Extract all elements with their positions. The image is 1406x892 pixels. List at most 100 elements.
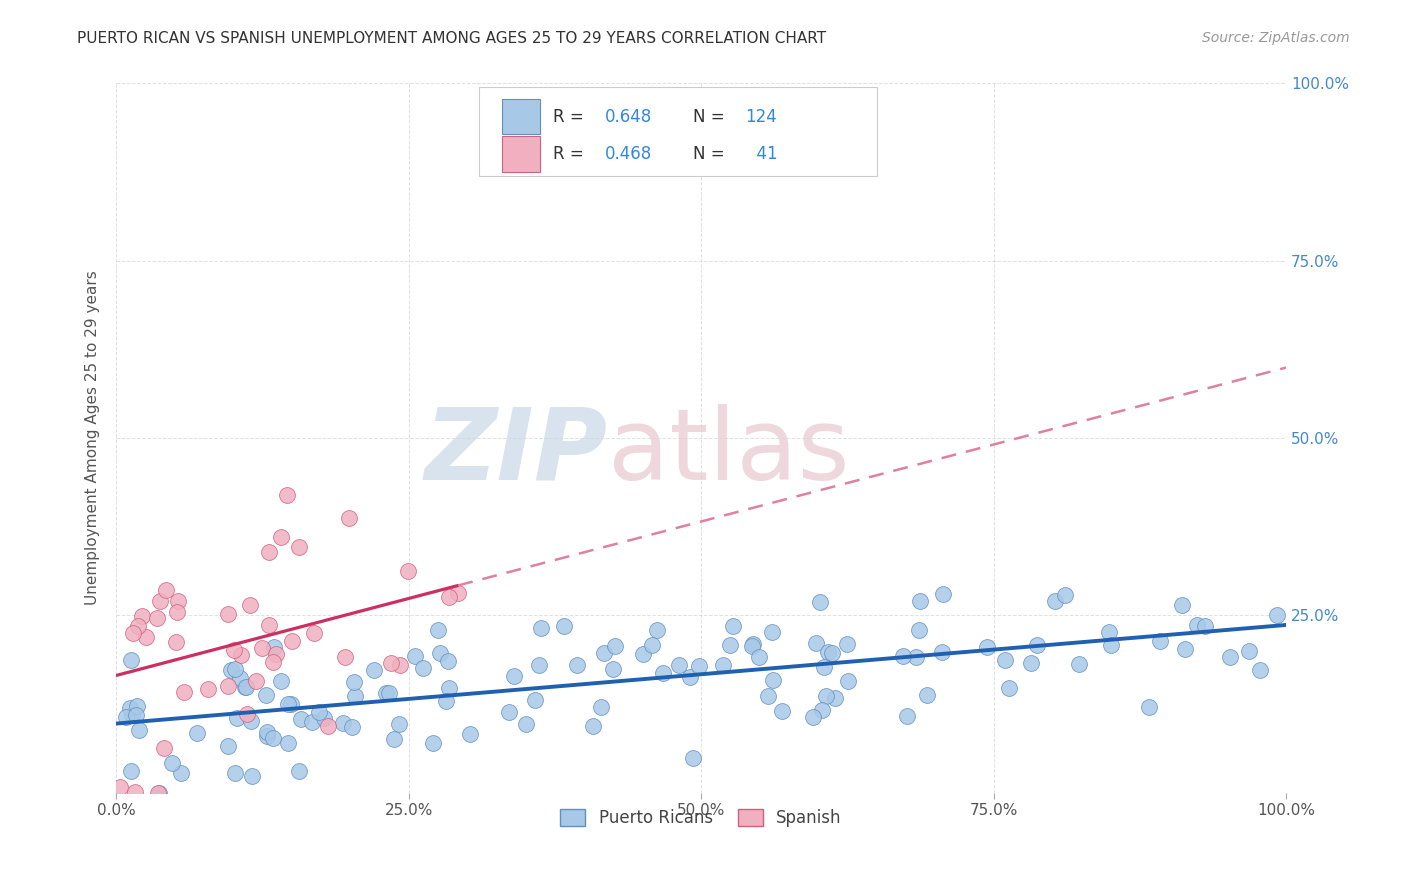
Text: 0.648: 0.648 [605,108,652,126]
Point [396,564,419,578]
Point [931,645,953,659]
Point [447,586,470,600]
Point [711,657,734,672]
Point [281,633,304,648]
Point [302,626,325,640]
Point [288,540,311,554]
Point [388,716,411,731]
Point [437,654,460,668]
Text: N =: N = [693,108,730,126]
Point [553,619,575,633]
Point [257,618,280,632]
Point [217,607,239,622]
Point [515,716,537,731]
Bar [502,99,540,135]
Point [342,720,364,734]
Point [153,741,176,756]
Point [380,656,402,670]
Point [228,672,250,686]
Point [262,731,284,745]
Point [652,665,675,680]
Point [530,621,553,635]
Text: ZIP: ZIP [425,404,607,500]
Point [256,724,278,739]
Bar [502,136,540,172]
Point [290,712,312,726]
Point [1043,594,1066,608]
Point [761,625,783,640]
Point [233,680,256,694]
Point [688,658,710,673]
Point [127,698,149,713]
Point [217,679,239,693]
Y-axis label: Unemployment Among Ages 25 to 29 years: Unemployment Among Ages 25 to 29 years [86,270,100,606]
Point [1067,657,1090,671]
Point [254,689,277,703]
Point [128,723,150,737]
Point [257,545,280,559]
Point [1187,618,1209,632]
Point [114,710,136,724]
Point [801,710,824,724]
Point [524,692,547,706]
Point [814,690,837,704]
Text: R =: R = [553,145,589,163]
Point [277,736,299,750]
Point [994,653,1017,667]
Point [645,623,668,637]
Point [166,594,188,608]
Point [437,591,460,605]
Point [404,649,426,664]
Point [589,700,612,714]
Point [748,649,770,664]
Point [770,705,793,719]
Point [602,662,624,676]
Point [280,698,302,712]
Point [427,623,450,637]
Point [263,640,285,654]
Point [170,765,193,780]
Point [422,736,444,750]
Point [592,646,614,660]
Point [222,642,245,657]
Point [166,605,188,619]
Legend: Puerto Ricans, Spanish: Puerto Ricans, Spanish [554,803,848,834]
Point [236,707,259,722]
Point [1267,607,1289,622]
Point [388,658,411,673]
Point [312,711,335,725]
Point [891,649,914,664]
Point [821,646,844,660]
Point [762,673,785,687]
Point [976,640,998,655]
Point [804,636,827,650]
Point [756,689,779,703]
Point [219,663,242,677]
Point [342,675,364,690]
Point [837,673,859,688]
Point [288,764,311,778]
Point [835,637,858,651]
Point [378,686,401,700]
Point [335,649,357,664]
Point [173,685,195,699]
Point [240,769,263,783]
Point [239,598,262,612]
FancyBboxPatch shape [479,87,876,176]
Point [904,649,927,664]
Point [131,609,153,624]
Point [931,587,953,601]
Point [262,655,284,669]
Point [1149,634,1171,648]
Point [527,657,550,672]
Point [197,682,219,697]
Point [679,669,702,683]
Point [682,751,704,765]
Point [813,660,835,674]
Point [343,689,366,703]
Point [148,786,170,800]
Point [742,637,765,651]
Point [718,638,741,652]
Text: R =: R = [553,108,589,126]
Point [256,729,278,743]
